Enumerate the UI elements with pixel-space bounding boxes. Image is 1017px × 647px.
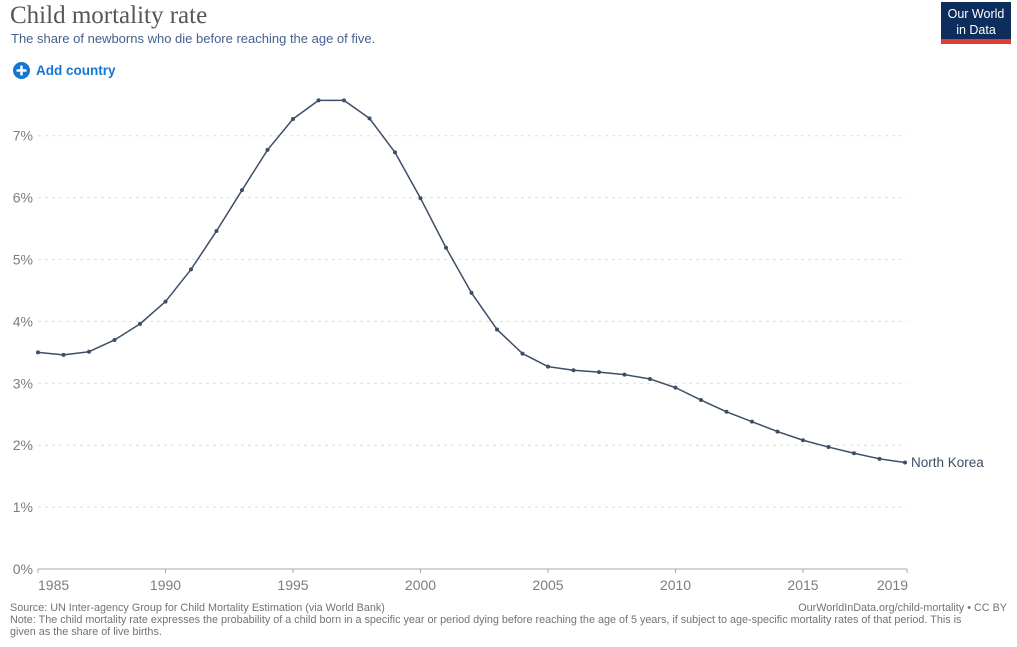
x-tick-label: 2019 [877, 577, 908, 593]
data-point[interactable] [546, 364, 550, 369]
data-point[interactable] [418, 196, 423, 201]
y-tick-label: 0% [13, 561, 33, 577]
data-point[interactable] [291, 116, 295, 121]
chart-canvas[interactable]: 0% 1% 2% 3% 4% 5% 6% 7% 1985 1990 1995 2000 2005 2010… [0, 0, 1017, 600]
chart-subtitle: The share of newborns who die before rea… [11, 31, 376, 46]
note-text: Note: The child mortality rate expresses… [10, 614, 962, 638]
data-point[interactable] [240, 188, 244, 193]
data-point[interactable] [775, 429, 780, 434]
data-point[interactable] [367, 116, 372, 121]
owid-logo-red-bar [941, 39, 1011, 44]
data-point[interactable] [214, 229, 219, 234]
data-point[interactable] [163, 299, 168, 304]
y-tick-label: 4% [13, 313, 33, 329]
series-line [37, 99, 906, 464]
data-point[interactable] [469, 290, 474, 295]
data-point[interactable] [138, 321, 142, 326]
data-point[interactable] [801, 438, 805, 443]
data-point[interactable] [852, 451, 856, 456]
data-point[interactable] [112, 337, 117, 342]
data-point[interactable] [36, 350, 40, 355]
data-point[interactable] [597, 370, 601, 375]
y-tick-label: 6% [13, 190, 33, 206]
data-point[interactable] [61, 352, 66, 357]
owid-logo[interactable]: Our World in Data [941, 2, 1011, 44]
data-point[interactable] [699, 398, 703, 403]
x-tick-label: 2000 [405, 577, 436, 593]
data-point[interactable] [342, 98, 346, 103]
data-point[interactable] [520, 351, 525, 356]
data-point[interactable] [571, 368, 576, 373]
y-tick-label: 2% [13, 437, 33, 453]
x-tick-label: 2010 [660, 577, 691, 593]
series-end-label: North Korea [911, 455, 984, 470]
source-text: Source: UN Inter-agency Group for Child … [10, 602, 385, 614]
x-tick-label: 2005 [532, 577, 563, 593]
data-point[interactable] [495, 327, 499, 332]
data-point[interactable] [673, 385, 678, 390]
x-tick-label: 1990 [150, 577, 181, 593]
owid-citation-link[interactable]: OurWorldInData.org/child-mortality • CC … [798, 602, 1007, 614]
data-point[interactable] [826, 445, 831, 450]
data-point[interactable] [87, 349, 91, 354]
plus-circle-icon [13, 62, 30, 79]
owid-logo-line2: in Data [956, 23, 996, 37]
x-tick-label: 2015 [787, 577, 818, 593]
data-point[interactable] [444, 245, 448, 250]
add-country-label: Add country [36, 63, 116, 78]
add-country-button[interactable]: Add country [13, 62, 116, 79]
x-tick-label: 1985 [38, 577, 69, 593]
y-tick-label: 3% [13, 375, 33, 391]
y-tick-label: 5% [13, 252, 33, 268]
data-point[interactable] [316, 98, 321, 103]
data-point[interactable] [724, 409, 729, 414]
data-point[interactable] [877, 456, 882, 461]
page-title: Child mortality rate [10, 2, 208, 29]
x-tick-label: 1995 [277, 577, 308, 593]
data-point[interactable] [393, 150, 397, 155]
data-point[interactable] [648, 376, 652, 381]
owid-logo-line1: Our World [947, 7, 1005, 21]
y-tick-label: 7% [13, 128, 33, 144]
y-tick-label: 1% [13, 499, 33, 515]
data-point[interactable] [265, 147, 270, 152]
chart-footer: Source: UN Inter-agency Group for Child … [10, 602, 1007, 638]
data-point[interactable] [622, 372, 627, 377]
data-point[interactable] [903, 460, 907, 465]
data-point[interactable] [750, 419, 754, 424]
data-point[interactable] [189, 267, 193, 272]
